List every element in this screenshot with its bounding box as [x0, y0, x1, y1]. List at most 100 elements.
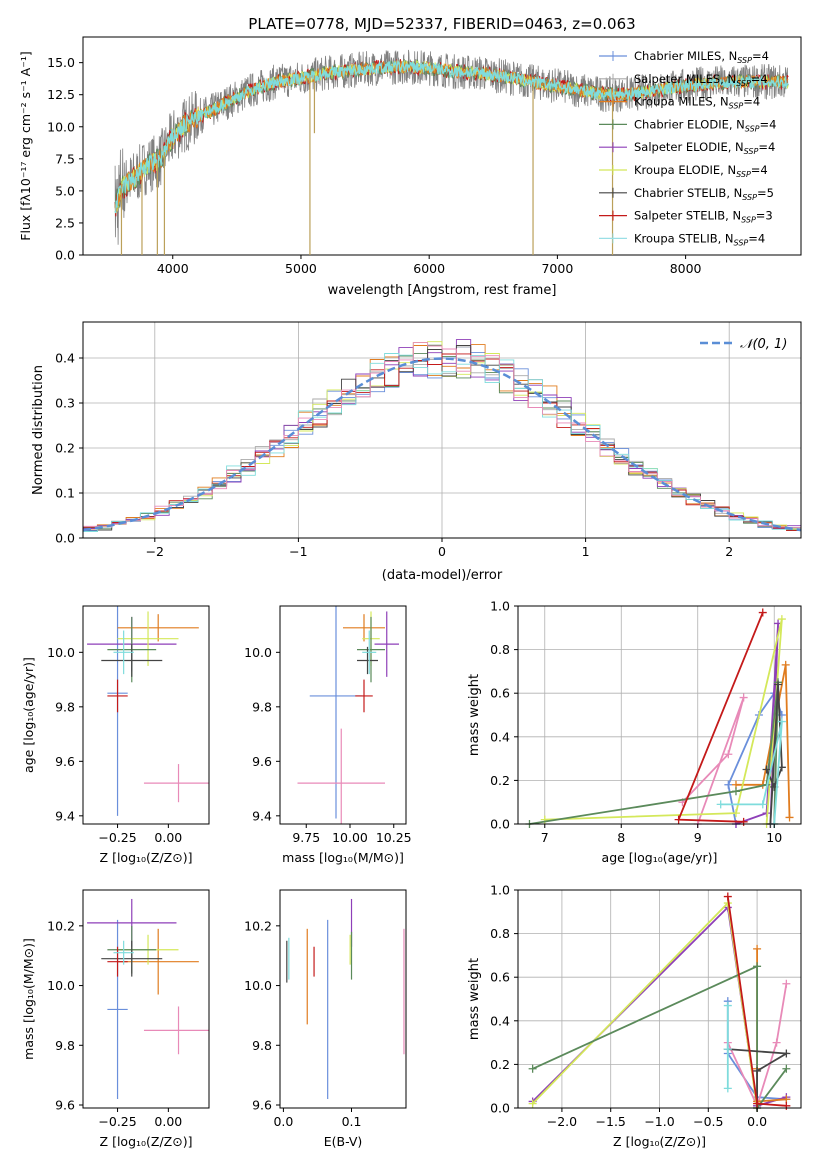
histogram-ylabel: Normed distribution — [31, 365, 46, 495]
panel-massweight-vs-metallicity: −2.0 −1.5 −1.0 −0.5 0.0 0.0 0.2 0.4 0.6 0.8 1.0 Z [… — [467, 883, 802, 1149]
y-tick-label: 9.8 — [55, 1038, 75, 1053]
y-tick-label: 0.4 — [490, 729, 510, 744]
series-marker — [731, 809, 740, 818]
series-marker — [758, 608, 767, 617]
y-tick-label: 10.0 — [47, 119, 75, 134]
x-tick-label: 4000 — [157, 261, 189, 276]
panel-mass-vs-metallicity: −0.25 0.00 9.6 9.8 10.0 10.2 Z [log₁₀(Z/Z⊙)] ma… — [21, 889, 210, 1149]
panel-frame — [279, 605, 407, 825]
series-marker — [777, 615, 786, 624]
series-marker — [739, 817, 748, 826]
series-marker — [731, 787, 740, 796]
series-marker — [723, 1084, 732, 1093]
y-tick-label: 9.8 — [252, 699, 272, 714]
series-marker — [762, 765, 771, 774]
legend-label: Chabrier MILES, NSSP=4 — [634, 49, 769, 65]
y-tick-label: 7.5 — [55, 151, 75, 166]
series-marker — [753, 962, 762, 971]
x-tick-label: −1.5 — [596, 1114, 626, 1129]
y-tick-label: 9.4 — [252, 808, 272, 823]
panel-frame — [82, 605, 210, 825]
x-tick-label: 9 — [694, 830, 702, 845]
x-tick-label: 1 — [582, 544, 590, 559]
legend-label: Salpeter ELODIE, NSSP=4 — [634, 140, 775, 156]
y-tick-label: 0.6 — [490, 686, 510, 701]
spectrum-line — [114, 59, 789, 214]
x-tick-label: −2.0 — [547, 1114, 577, 1129]
y-tick-label: 9.6 — [252, 754, 272, 769]
series-marker — [785, 813, 794, 822]
y-tick-label: 10.2 — [47, 918, 75, 933]
y-tick-label: 1.0 — [490, 599, 510, 614]
series-marker — [724, 750, 733, 759]
series-marker — [753, 1099, 762, 1108]
y-tick-label: 9.8 — [55, 699, 75, 714]
y-axis-label: mass weight — [467, 674, 482, 756]
y-tick-label: 9.4 — [55, 808, 75, 823]
x-tick-label: 2 — [725, 544, 733, 559]
series-line — [720, 721, 783, 825]
panel-histogram: −2 −1 0 1 2 0.0 0.1 0.2 0.3 0.4 𝒩(0, 1) (data-mod… — [31, 321, 802, 583]
series-marker — [528, 1099, 537, 1108]
x-tick-label: −0.25 — [98, 1114, 136, 1129]
x-tick-label: 7 — [541, 830, 549, 845]
histogram-xlabel: (data-model)/error — [382, 568, 503, 583]
y-tick-label: 0.0 — [55, 531, 75, 546]
series-line — [681, 697, 745, 825]
panel-mass-vs-extinction: 0.0 0.1 9.6 9.8 10.0 10.2 E(B-V) — [244, 889, 407, 1149]
x-axis-label: E(B-V) — [324, 1134, 363, 1149]
gaussian-curve — [82, 357, 802, 532]
legend-label: Kroupa MILES, NSSP=4 — [634, 95, 760, 111]
y-tick-label: 5.0 — [55, 183, 75, 198]
histogram-ticks: −2 −1 0 1 2 0.0 0.1 0.2 0.3 0.4 — [55, 351, 733, 560]
panel-frame — [279, 889, 407, 1109]
series-marker — [724, 780, 733, 789]
spectrum-legend: Chabrier MILES, NSSP=4 Salpeter MILES, NS… — [599, 49, 776, 247]
series-line — [727, 1048, 790, 1108]
y-tick-label: 0.2 — [490, 773, 510, 788]
series-marker — [782, 979, 791, 988]
y-tick-label: 15.0 — [47, 55, 75, 70]
panel-age-vs-mass: 9.75 10.00 10.25 9.4 9.6 9.8 10.0 mass [log₁₀(M… — [244, 605, 412, 865]
series-marker — [782, 1064, 791, 1073]
series-marker — [716, 800, 725, 809]
y-tick-label: 1.0 — [490, 883, 510, 898]
x-axis-label: Z [log₁₀(Z/Z⊙)] — [100, 1134, 193, 1149]
x-tick-label: −1.0 — [644, 1114, 674, 1129]
x-tick-label: 0.00 — [154, 830, 182, 845]
x-tick-label: −1 — [289, 544, 307, 559]
x-tick-label: −0.25 — [98, 830, 136, 845]
panel-massweight-vs-age: 7 8 9 10 0.0 0.2 0.4 0.6 0.8 1.0 age [log₁₀(age/yr… — [467, 599, 802, 865]
x-axis-label: Z [log₁₀(Z/Z⊙)] — [613, 1134, 706, 1149]
x-tick-label: 0 — [438, 544, 446, 559]
x-axis-label: Z [log₁₀(Z/Z⊙)] — [100, 850, 193, 865]
series-marker — [758, 800, 767, 809]
spectrum-title: PLATE=0778, MJD=52337, FIBERID=0463, z=0… — [248, 15, 635, 33]
x-tick-label: −0.5 — [693, 1114, 723, 1129]
legend-label: Salpeter MILES, NSSP=4 — [634, 72, 768, 88]
y-tick-label: 10.0 — [47, 978, 75, 993]
y-tick-label: 0.0 — [490, 1101, 510, 1116]
series-marker — [723, 1001, 732, 1010]
y-tick-label: 0.2 — [490, 1057, 510, 1072]
spectrum-ylabel: Flux [fλ10⁻¹⁷ erg cm⁻² s⁻¹ A⁻¹] — [18, 51, 33, 240]
y-tick-label: 12.5 — [47, 87, 75, 102]
x-tick-label: 7000 — [541, 261, 573, 276]
x-tick-label: 0.1 — [342, 1114, 362, 1129]
legend-label: Kroupa ELODIE, NSSP=4 — [634, 163, 768, 179]
y-axis-label: age [log₁₀(age/yr)] — [21, 657, 36, 773]
y-tick-label: 0.8 — [490, 926, 510, 941]
x-tick-label: 0.00 — [154, 1114, 182, 1129]
series-line — [756, 948, 787, 1103]
legend-label: Chabrier ELODIE, NSSP=4 — [634, 117, 776, 133]
x-axis-label: mass [log₁₀(M/M⊙)] — [282, 850, 404, 865]
x-tick-label: 5000 — [285, 261, 317, 276]
y-tick-label: 0.6 — [490, 970, 510, 985]
histogram-legend-label: 𝒩(0, 1) — [740, 337, 787, 352]
y-tick-label: 2.5 — [55, 215, 75, 230]
x-axis-label: age [log₁₀(age/yr)] — [602, 850, 718, 865]
panel-spectrum: PLATE=0778, MJD=52337, FIBERID=0463, z=0… — [18, 15, 802, 298]
series-marker — [753, 944, 762, 953]
series-marker — [528, 1064, 537, 1073]
